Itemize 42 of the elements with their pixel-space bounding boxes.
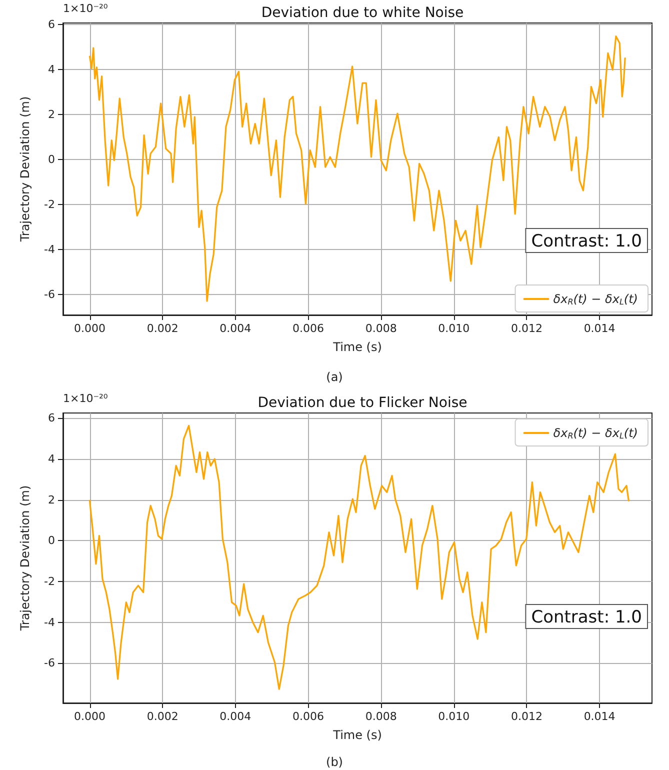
x-tick-label: 0.006 — [292, 710, 324, 723]
text: 1×10⁻²⁰ — [63, 392, 108, 405]
x-axis-title: Time (s) — [332, 340, 382, 354]
x-tick-label: 0.000 — [74, 322, 106, 335]
y-tick-label: 2 — [48, 108, 55, 122]
x-tick-label: 0.008 — [365, 322, 397, 335]
annotation: Contrast: 1.0 — [531, 608, 642, 628]
y-axis-title: Trajectory Deviation (m) — [18, 485, 32, 632]
x-tick-label: 0.014 — [584, 710, 616, 723]
y-tick-label: -6 — [44, 656, 55, 670]
x-axis-title: Time (s) — [332, 728, 382, 742]
y-tick-label: 6 — [48, 18, 55, 32]
y-tick-label: -4 — [44, 243, 55, 256]
y-tick-label: -4 — [44, 616, 55, 629]
x-tick-label: 0.002 — [146, 710, 178, 723]
x-tick-label: 0.004 — [220, 322, 252, 335]
x-tick-label: 0.002 — [146, 322, 178, 335]
x-tick-label: 0.008 — [365, 710, 397, 723]
chart-title: Deviation due to Flicker Noise — [258, 395, 468, 411]
y-axis-title: Trajectory Deviation (m) — [18, 96, 32, 243]
text: 1×10⁻²⁰ — [63, 2, 108, 15]
y-tick-label: 0 — [48, 534, 55, 548]
text: (b) — [326, 755, 343, 769]
x-tick-label: 0.010 — [438, 710, 470, 723]
y-tick-label: -2 — [44, 574, 55, 588]
y-tick-label: 6 — [48, 412, 55, 425]
x-tick-label: 0.010 — [438, 322, 470, 335]
x-tick-label: 0.014 — [584, 322, 616, 335]
x-tick-label: 0.012 — [510, 710, 542, 723]
x-tick-label: 0.000 — [74, 710, 106, 723]
x-tick-label: 0.012 — [510, 322, 542, 335]
text: (a) — [326, 370, 343, 384]
x-tick-label: 0.006 — [292, 322, 324, 335]
chart-title: Deviation due to white Noise — [261, 5, 464, 21]
y-tick-label: 4 — [48, 452, 55, 466]
y-tick-label: 4 — [48, 63, 55, 76]
y-tick-label: -2 — [44, 198, 55, 212]
y-tick-label: 0 — [48, 153, 55, 166]
y-tick-label: 2 — [48, 493, 55, 506]
y-tick-label: -6 — [44, 288, 55, 302]
x-tick-label: 0.004 — [220, 710, 252, 723]
annotation: Contrast: 1.0 — [531, 232, 642, 252]
